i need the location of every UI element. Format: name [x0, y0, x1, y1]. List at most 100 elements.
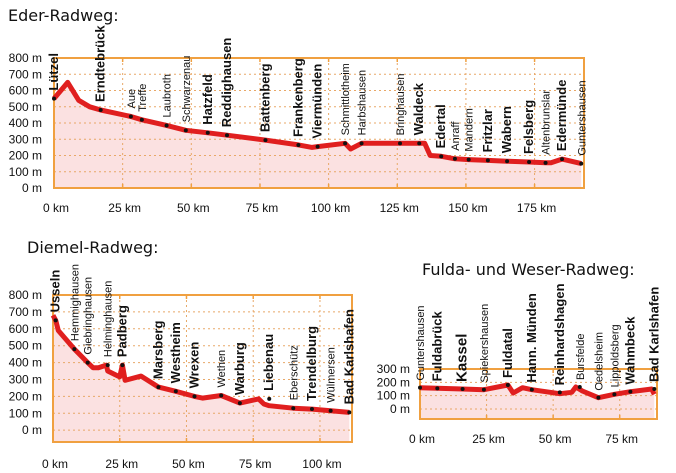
plot-frame	[52, 294, 353, 443]
station-marker	[435, 386, 440, 391]
station-label: Wrexen	[186, 342, 201, 389]
station-label: Hann. Münden	[524, 293, 539, 383]
station-marker	[577, 385, 582, 389]
station-label: Lippoldsberg	[609, 324, 621, 387]
diemel-title: Diemel-Radweg:	[27, 238, 159, 257]
x-tick-label: 125 km	[380, 201, 419, 215]
station-label: Bad Karlshafen	[646, 287, 661, 382]
station-marker	[53, 318, 58, 323]
diemel-chart: 0 m 100 m 200 m 300 m 400 m 500 m 600 m 700 m 80…	[9, 264, 357, 471]
station-marker	[485, 158, 490, 163]
station-label: Wahmbeck	[622, 316, 637, 385]
station-marker	[343, 141, 348, 146]
x-tick-label: 75 km	[239, 457, 272, 471]
station-marker	[263, 138, 268, 143]
station-marker	[466, 157, 471, 162]
y-tick-label: 0 m	[22, 423, 42, 437]
station-label: Laubroth	[162, 74, 174, 117]
eder-chart: 0 m 100 m 200 m 300 m 400 m 500 m 600 m 700 m 80…	[9, 25, 589, 215]
station-marker	[481, 387, 486, 392]
station-label: Bursfelde	[575, 334, 587, 380]
station-label: Oedelsheim	[593, 332, 605, 391]
plot-frame	[53, 57, 585, 189]
station-marker	[98, 108, 103, 112]
station-label: Edertal	[433, 104, 448, 148]
y-tick-label: 300 m	[9, 132, 42, 146]
station-label: Reddighausen	[219, 38, 234, 128]
y-tick-label: 100 m	[9, 406, 42, 420]
y-tick-label: 600 m	[9, 322, 42, 336]
x-tick-label: 50 km	[177, 201, 210, 215]
plot-frame	[419, 368, 658, 420]
x-tick-label: 75 km	[605, 432, 638, 446]
station-label: Guntershausen	[415, 305, 427, 380]
station-label: Westheim	[168, 322, 183, 383]
station-label: Hatzfeld	[200, 74, 215, 125]
x-tick-label: 100 km	[302, 457, 341, 471]
y-tick-label: 600 m	[9, 84, 42, 98]
station-marker	[527, 160, 532, 164]
y-tick-label: 300 m	[9, 372, 42, 386]
y-tick-label: 700 m	[9, 67, 42, 81]
profile-area	[54, 82, 582, 188]
station-label: Eberschütz	[288, 345, 300, 400]
station-marker	[267, 396, 272, 401]
y-tick-label: 200 m	[9, 389, 42, 403]
x-tick-label: 175 km	[517, 201, 556, 215]
station-marker	[529, 387, 534, 392]
station-label: Marsberg	[150, 321, 165, 380]
station-marker	[596, 395, 601, 400]
station-label: Lützel	[46, 53, 61, 91]
station-marker	[505, 383, 510, 387]
y-tick-label: 0 m	[22, 181, 42, 195]
station-label: Erndtebrück	[93, 25, 108, 102]
station-marker	[128, 114, 133, 119]
station-label: Wethen	[216, 350, 228, 388]
station-marker	[164, 123, 169, 128]
station-label: Treffe	[137, 84, 149, 112]
x-tick-label: 75 km	[246, 201, 279, 215]
x-tick-label: 50 km	[172, 457, 205, 471]
x-tick-label: 0 km	[42, 457, 68, 471]
station-marker	[296, 142, 301, 147]
station-marker	[183, 128, 188, 133]
y-tick-label: 200 m	[9, 149, 42, 163]
station-marker	[192, 394, 197, 399]
y-tick-label: 700 m	[9, 305, 42, 319]
station-marker	[315, 144, 320, 149]
profile-area	[420, 385, 655, 419]
station-marker	[439, 154, 444, 159]
station-label: Aue	[126, 89, 138, 109]
station-marker	[560, 157, 565, 162]
x-tick-label: 0 km	[43, 201, 69, 215]
station-label: Warburg	[232, 342, 247, 395]
eder-title: Eder-Radweg:	[8, 6, 119, 25]
y-tick-label: 400 m	[9, 116, 42, 130]
station-label: Fuldatal	[500, 328, 515, 378]
station-label: Padberg	[114, 305, 129, 357]
station-label: Fritzlar	[480, 109, 495, 152]
station-label: Kassel	[454, 334, 471, 382]
station-marker	[543, 160, 548, 165]
y-tick-label: 500 m	[9, 339, 42, 353]
station-marker	[219, 393, 224, 398]
y-tick-label: 0 m	[390, 402, 410, 416]
station-marker	[579, 161, 584, 166]
station-marker	[205, 130, 210, 135]
station-marker	[347, 410, 352, 415]
station-label: Altenbrunslar	[541, 90, 553, 155]
station-label: Fuldabrück	[429, 310, 444, 381]
station-marker	[52, 96, 56, 101]
station-marker	[557, 390, 562, 395]
station-marker	[417, 141, 422, 146]
station-label: Guntershausen	[576, 80, 588, 155]
station-label: Anraff	[450, 121, 462, 151]
station-marker	[237, 401, 242, 406]
station-label: Spiekershausen	[479, 304, 491, 383]
station-marker	[359, 141, 364, 146]
station-marker	[652, 387, 657, 391]
station-label: Wülmersen	[326, 347, 338, 403]
station-label: Bad Karlshafen	[341, 309, 356, 404]
